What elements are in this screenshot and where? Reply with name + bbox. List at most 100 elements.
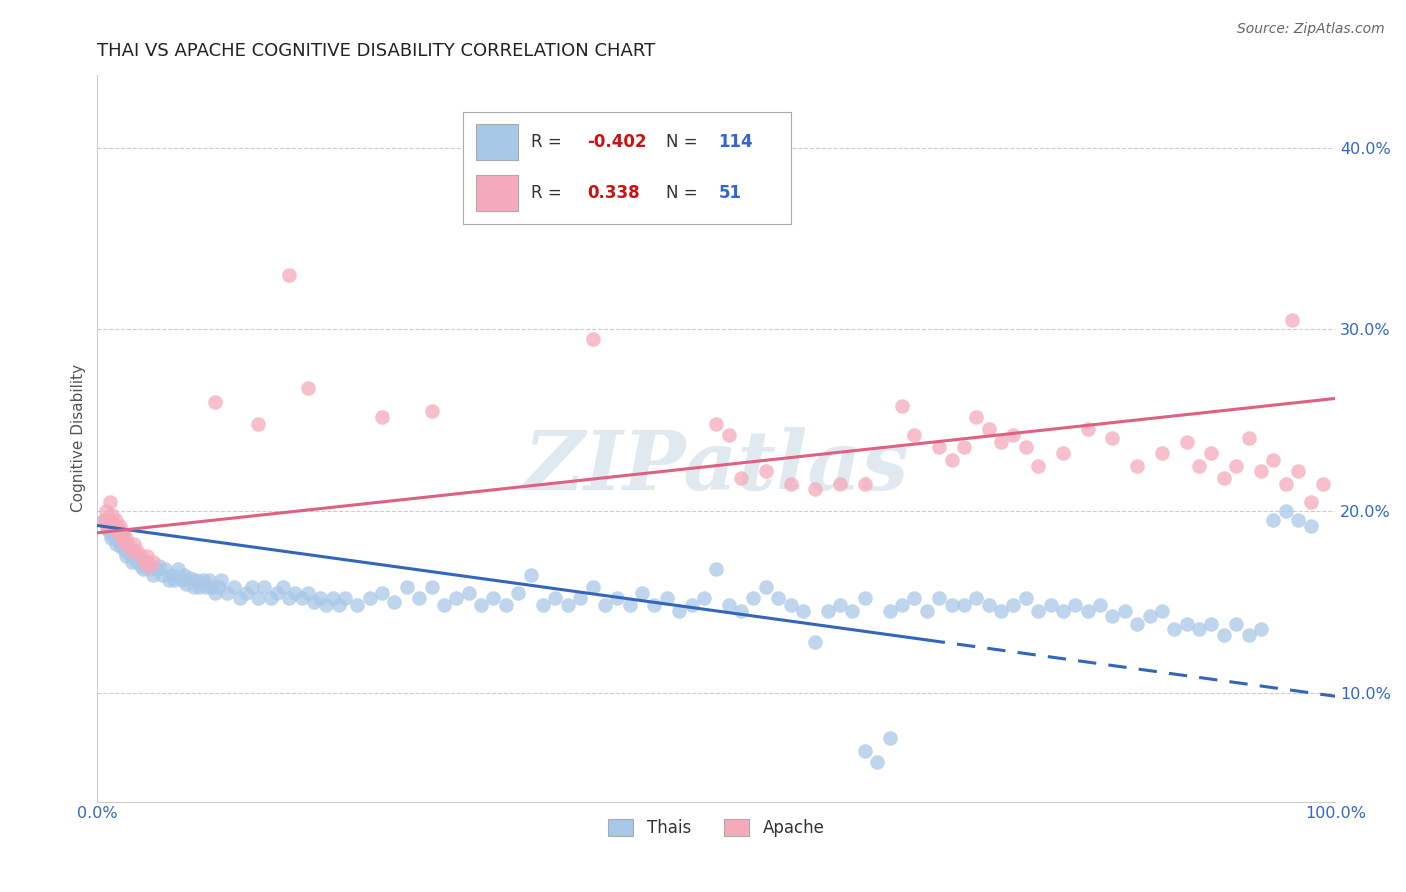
Point — [135, 555, 157, 569]
Point — [717, 599, 740, 613]
Point — [990, 604, 1012, 618]
Point — [100, 531, 122, 545]
Point — [333, 591, 356, 606]
Point — [1237, 627, 1260, 641]
Point — [1026, 458, 1049, 473]
Point — [125, 544, 148, 558]
Point — [100, 513, 122, 527]
Point — [915, 604, 938, 618]
Point — [148, 558, 170, 573]
Point — [779, 476, 801, 491]
Point — [103, 525, 125, 540]
Point — [531, 599, 554, 613]
Point — [1163, 622, 1185, 636]
Point — [271, 580, 294, 594]
Point — [157, 573, 180, 587]
Point — [240, 580, 263, 594]
Point — [470, 599, 492, 613]
Point — [94, 513, 117, 527]
Point — [94, 504, 117, 518]
Point — [222, 580, 245, 594]
Point — [1286, 513, 1309, 527]
Point — [97, 518, 120, 533]
Point — [291, 591, 314, 606]
Point — [200, 580, 222, 594]
Point — [1026, 604, 1049, 618]
Point — [302, 595, 325, 609]
Point — [173, 567, 195, 582]
Point — [1002, 427, 1025, 442]
Point — [107, 531, 129, 545]
Point — [284, 586, 307, 600]
Point — [105, 518, 128, 533]
Point — [866, 755, 889, 769]
Point — [830, 599, 852, 613]
Point — [1250, 622, 1272, 636]
Point — [1101, 431, 1123, 445]
Point — [170, 573, 193, 587]
Point — [155, 562, 177, 576]
Point — [508, 586, 530, 600]
Point — [990, 435, 1012, 450]
Point — [941, 599, 963, 613]
Point — [103, 518, 125, 533]
Point — [643, 599, 665, 613]
Point — [297, 586, 319, 600]
Point — [1263, 513, 1285, 527]
Point — [309, 591, 332, 606]
Point — [557, 599, 579, 613]
Point — [668, 604, 690, 618]
Point — [163, 573, 186, 587]
Point — [160, 567, 183, 582]
Point — [1274, 476, 1296, 491]
Point — [315, 599, 337, 613]
Point — [142, 567, 165, 582]
Point — [96, 518, 118, 533]
Text: Source: ZipAtlas.com: Source: ZipAtlas.com — [1237, 22, 1385, 37]
Point — [1225, 458, 1247, 473]
Text: THAI VS APACHE COGNITIVE DISABILITY CORRELATION CHART: THAI VS APACHE COGNITIVE DISABILITY CORR… — [97, 42, 655, 60]
Point — [107, 525, 129, 540]
Point — [631, 586, 654, 600]
Point — [328, 599, 350, 613]
Point — [1286, 464, 1309, 478]
Point — [209, 573, 232, 587]
Point — [204, 586, 226, 600]
Point — [112, 537, 135, 551]
Point — [98, 525, 121, 540]
Point — [142, 555, 165, 569]
Point — [114, 537, 136, 551]
Point — [266, 586, 288, 600]
Point — [371, 586, 394, 600]
Point — [346, 599, 368, 613]
Point — [853, 591, 876, 606]
Point — [98, 495, 121, 509]
Point — [384, 595, 406, 609]
Point — [730, 471, 752, 485]
Point — [420, 404, 443, 418]
Point — [1237, 431, 1260, 445]
Point — [1150, 446, 1173, 460]
Point — [977, 599, 1000, 613]
Point — [730, 604, 752, 618]
Point — [581, 580, 603, 594]
Point — [681, 599, 703, 613]
Point — [204, 395, 226, 409]
Point — [1188, 622, 1211, 636]
Point — [179, 571, 201, 585]
Point — [359, 591, 381, 606]
Point — [1201, 616, 1223, 631]
Point — [544, 591, 567, 606]
Point — [928, 591, 950, 606]
Point — [108, 518, 131, 533]
Point — [124, 537, 146, 551]
Point — [191, 573, 214, 587]
Legend: Thais, Apache: Thais, Apache — [602, 813, 831, 844]
Point — [1039, 599, 1062, 613]
Point — [569, 591, 592, 606]
Point — [96, 522, 118, 536]
Point — [217, 586, 239, 600]
Point — [891, 399, 914, 413]
Point — [278, 591, 301, 606]
Point — [830, 476, 852, 491]
